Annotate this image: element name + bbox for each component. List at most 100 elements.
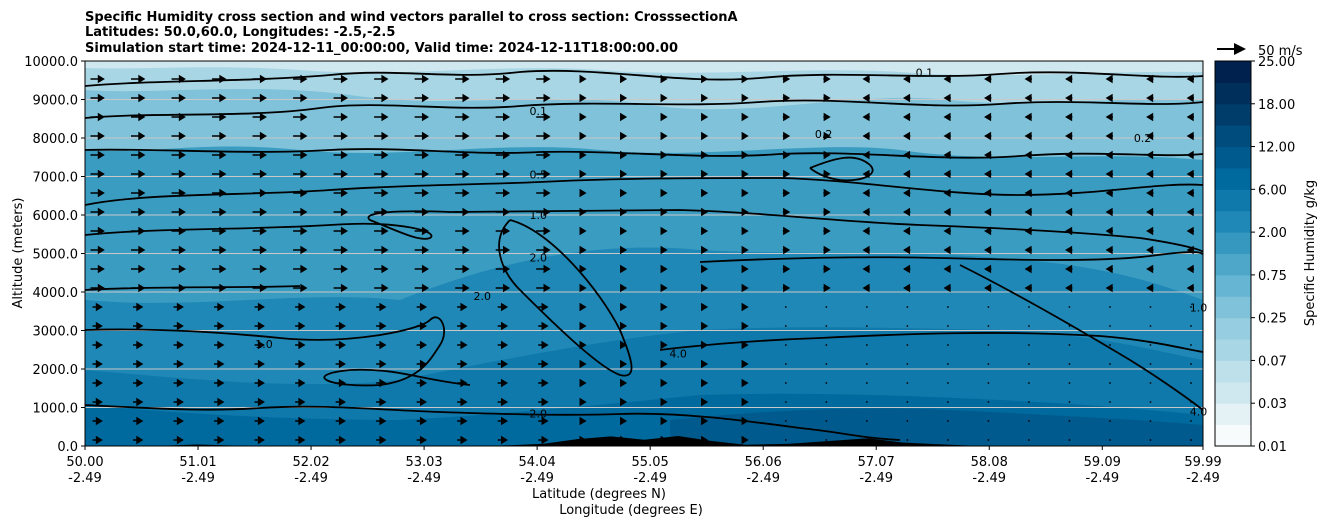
wind-vector: [1146, 264, 1154, 274]
x-tick-label-lat: 53.03: [405, 455, 442, 470]
wind-vector: [903, 150, 911, 160]
wind-vector: [497, 397, 509, 407]
wind-vector: [701, 93, 709, 103]
wind-vector: [131, 74, 146, 84]
wind-vector: [376, 416, 387, 426]
wind-vector: [495, 112, 511, 122]
x-tick-label-lat: 59.09: [1084, 455, 1121, 470]
wind-vector-dot: [1190, 439, 1192, 441]
wind-vector: [782, 93, 791, 103]
wind-vector: [1105, 226, 1113, 236]
wind-vector-dot: [1028, 306, 1030, 308]
contour-label: 0.2: [815, 128, 833, 141]
wind-vector: [495, 226, 511, 236]
colorbar-tick-label: 0.25: [1258, 312, 1287, 327]
wind-vector: [335, 340, 346, 350]
wind-vector: [579, 245, 587, 255]
x-tick-label-lat: 52.02: [292, 455, 329, 470]
wind-vector: [862, 112, 870, 122]
wind-vector: [620, 264, 628, 274]
wind-vector: [782, 264, 791, 274]
wind-vector: [823, 112, 831, 122]
wind-vector: [1105, 112, 1113, 122]
wind-vector: [536, 207, 551, 217]
wind-vector-dot: [784, 420, 787, 422]
wind-vector: [252, 112, 267, 122]
wind-vector: [660, 245, 668, 255]
contour-label: 2.0: [529, 251, 547, 264]
wind-vector-dot: [1109, 363, 1111, 365]
wind-vector: [376, 435, 387, 445]
wind-vector: [90, 245, 105, 255]
y-tick-label: 5000.0: [33, 248, 79, 263]
wind-vector-dot: [987, 439, 990, 441]
wind-vector: [782, 112, 791, 122]
wind-vector: [579, 283, 587, 293]
wind-vector: [823, 169, 831, 179]
wind-vector: [254, 340, 265, 350]
wind-vector: [212, 169, 227, 179]
wind-vector: [173, 302, 184, 312]
wind-vector: [701, 378, 709, 388]
terrain: [85, 436, 1203, 446]
wind-vector: [254, 435, 265, 445]
wind-vector-dot: [987, 306, 990, 308]
y-axis-label: Altitude (meters): [11, 198, 26, 309]
wind-vector-dot: [946, 382, 949, 384]
chart-title: Specific Humidity cross section and wind…: [85, 10, 738, 56]
wind-vector: [414, 131, 430, 141]
wind-vector-dot: [784, 382, 787, 384]
wind-vector-dot: [1028, 382, 1030, 384]
y-tick-label: 7000.0: [33, 171, 79, 186]
wind-vector-dot: [825, 401, 828, 403]
wind-vector: [741, 74, 749, 84]
wind-vector-dot: [825, 439, 828, 441]
wind-vector: [455, 264, 470, 274]
wind-vector-dot: [784, 344, 787, 346]
wind-vector: [1146, 131, 1154, 141]
wind-vector: [782, 74, 791, 84]
colorbar: 0.01 0.03 0.07 0.25 0.75 2.00 6.00 12.00 18.00 25…: [1214, 55, 1295, 455]
colorbar-segment: [1215, 146, 1251, 169]
wind-vector: [173, 435, 184, 445]
field-band-upper-3: [85, 61, 1203, 76]
wind-vector: [212, 226, 227, 236]
wind-vector: [984, 226, 992, 236]
wind-vector: [536, 264, 551, 274]
wind-vector: [579, 131, 587, 141]
wind-vector: [579, 321, 587, 331]
wind-vector: [457, 359, 468, 369]
wind-vector: [1186, 207, 1194, 217]
wind-vector: [1186, 264, 1194, 274]
wind-vector: [1105, 264, 1113, 274]
wind-vector: [1065, 112, 1073, 122]
wind-vector: [414, 74, 430, 84]
wind-vector: [171, 112, 186, 122]
wind-vector: [701, 207, 709, 217]
wind-vector-dot: [1149, 401, 1152, 403]
wind-vector: [455, 188, 470, 198]
wind-vector-dot: [906, 306, 909, 308]
wind-vector: [579, 93, 587, 103]
wind-vector-dot: [865, 363, 868, 365]
colorbar-segment: [1215, 82, 1251, 105]
x-tick-label-lon: -2.49: [68, 471, 102, 486]
wind-vector: [133, 378, 144, 388]
wind-vector: [701, 131, 709, 141]
contour-line: [85, 404, 901, 441]
wind-vector: [416, 378, 428, 388]
wind-vector: [416, 302, 428, 312]
colorbar-segment: [1215, 232, 1251, 254]
wind-vector: [1065, 169, 1073, 179]
wind-vector: [620, 359, 628, 369]
wind-vector-dot: [784, 363, 787, 365]
wind-vector: [1105, 131, 1113, 141]
wind-vector: [131, 169, 146, 179]
x-tick-label-lon: -2.49: [633, 471, 667, 486]
wind-vector: [536, 283, 551, 293]
wind-vector: [660, 397, 668, 407]
wind-vector: [1024, 264, 1032, 274]
wind-vector: [903, 188, 911, 198]
wind-vector: [903, 93, 911, 103]
contour-label: 4.0: [1190, 405, 1208, 418]
